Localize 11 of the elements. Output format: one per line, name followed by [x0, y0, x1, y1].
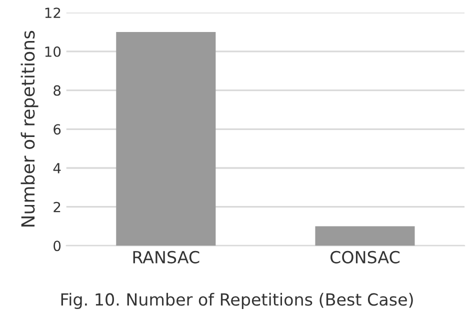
y-tick-label: 0	[54, 240, 61, 252]
x-tick-label: CONSAC	[330, 250, 400, 264]
y-tick-label: 2	[54, 202, 60, 212]
x-tick-label: RANSAC	[133, 250, 200, 264]
caption: Fig. 10. Number of Repetitions (Best Case)	[61, 292, 413, 310]
y-tick-label: 10	[45, 46, 61, 57]
y-tick-label: 8	[54, 85, 61, 96]
y-tick-label: 6	[54, 124, 61, 135]
y-tick-label: 4	[53, 163, 61, 174]
y-tick-label: 12	[45, 8, 60, 18]
y-axis-title: Number of repetitions	[20, 30, 38, 226]
